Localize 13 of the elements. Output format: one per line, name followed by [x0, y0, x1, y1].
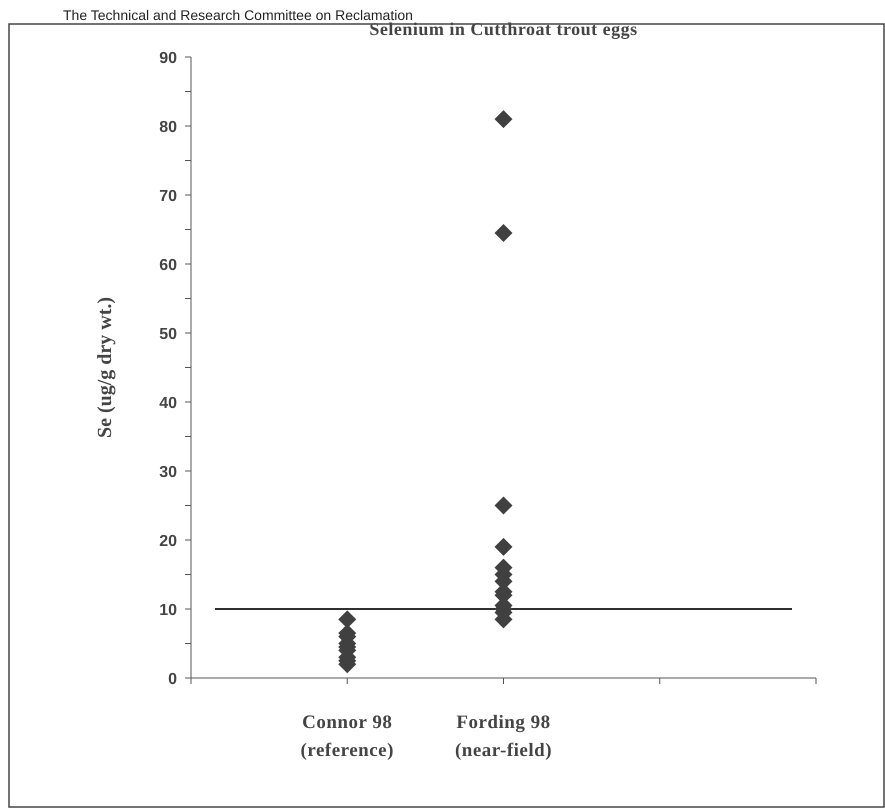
y-axis-title: Se (ug/g dry wt.)	[94, 296, 116, 438]
y-tick-label: 30	[159, 464, 178, 481]
y-tick-label: 20	[159, 533, 178, 550]
y-tick-label: 80	[159, 119, 178, 136]
y-tick-label: 90	[159, 50, 178, 67]
y-tick-label: 60	[159, 257, 178, 274]
y-tick-label: 70	[159, 188, 178, 205]
x-tick-label: Connor 98 (reference)	[300, 712, 394, 761]
x-tick-label: Fording 98 (near-field)	[454, 712, 552, 761]
y-tick-label: 10	[159, 602, 178, 619]
y-tick-label: 40	[159, 395, 178, 412]
y-tick-label: 50	[159, 326, 178, 343]
y-tick-label: 0	[168, 671, 178, 688]
